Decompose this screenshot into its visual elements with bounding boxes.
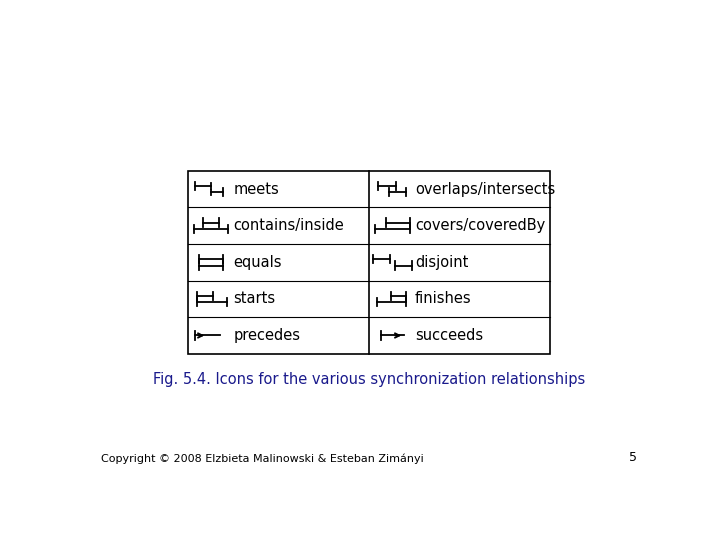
Text: Copyright © 2008 Elzbieta Malinowski & Esteban Zimányi: Copyright © 2008 Elzbieta Malinowski & E… (101, 454, 424, 464)
Text: overlaps/intersects: overlaps/intersects (415, 181, 555, 197)
Text: succeeds: succeeds (415, 328, 483, 343)
Text: covers/coveredBy: covers/coveredBy (415, 218, 545, 233)
Text: meets: meets (233, 181, 279, 197)
Text: finishes: finishes (415, 292, 472, 306)
Text: precedes: precedes (233, 328, 300, 343)
Text: starts: starts (233, 292, 276, 306)
Text: disjoint: disjoint (415, 255, 468, 270)
Text: equals: equals (233, 255, 282, 270)
Bar (188, 171, 550, 354)
Text: 5: 5 (629, 451, 637, 464)
Text: contains/inside: contains/inside (233, 218, 344, 233)
Text: Fig. 5.4. Icons for the various synchronization relationships: Fig. 5.4. Icons for the various synchron… (153, 373, 585, 388)
